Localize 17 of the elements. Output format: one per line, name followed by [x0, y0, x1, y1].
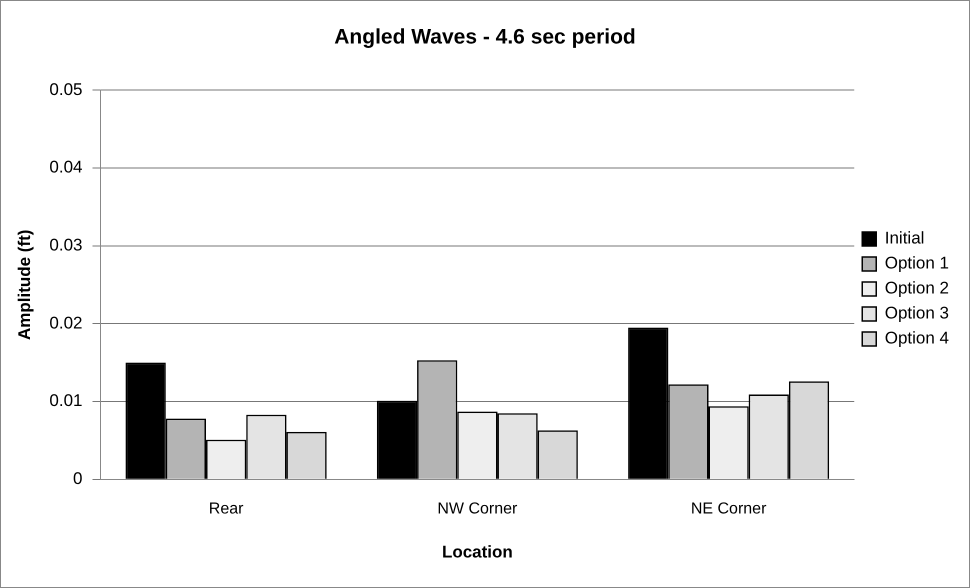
- x-tick-label: NW Corner: [437, 500, 518, 518]
- legend-label: Option 4: [884, 328, 949, 348]
- legend-label: Option 2: [884, 278, 949, 298]
- y-tick-label: 0.05: [49, 80, 82, 99]
- legend-label: Option 1: [884, 254, 949, 273]
- y-axis-title: Amplitude (ft): [14, 230, 34, 340]
- legend-label: Initial: [884, 228, 924, 248]
- y-tick-label: 0.01: [49, 391, 82, 410]
- y-tick-label: 0.04: [49, 158, 82, 177]
- x-tick-label: NE Corner: [690, 500, 768, 518]
- chart-title: Angled Waves - 4.6 sec period: [334, 25, 636, 48]
- y-tick-label: 0.03: [49, 236, 82, 255]
- y-tick-label: 0: [73, 469, 82, 488]
- x-tick-label: Rear: [208, 500, 244, 518]
- x-axis-title: Location: [442, 542, 513, 562]
- legend-label: Option 3: [884, 304, 949, 323]
- y-tick-label: 0.02: [49, 313, 82, 332]
